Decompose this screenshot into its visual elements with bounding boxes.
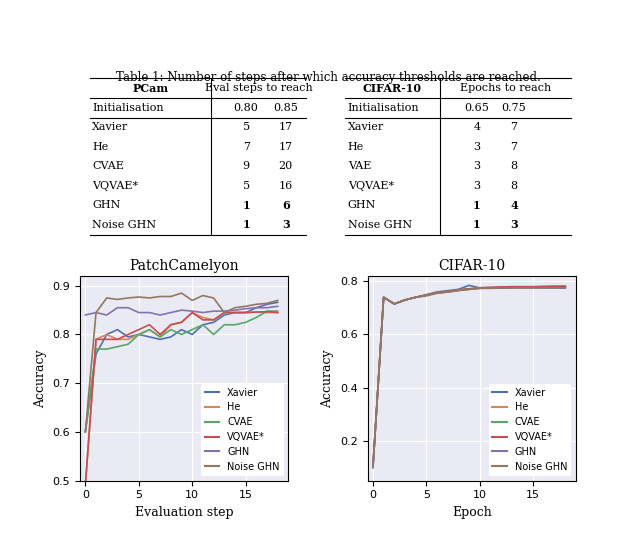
Text: 16: 16 — [278, 181, 293, 191]
Y-axis label: Accuracy: Accuracy — [34, 349, 47, 408]
Text: 4: 4 — [473, 122, 481, 132]
Text: 0.75: 0.75 — [502, 103, 526, 113]
Text: CVAE: CVAE — [92, 161, 124, 171]
Text: 17: 17 — [279, 142, 293, 152]
Text: Noise GHN: Noise GHN — [348, 220, 412, 230]
Text: 3: 3 — [282, 219, 290, 231]
Text: 5: 5 — [243, 122, 250, 132]
Title: PatchCamelyon: PatchCamelyon — [129, 260, 239, 273]
Text: 5: 5 — [243, 181, 250, 191]
Text: Noise GHN: Noise GHN — [92, 220, 157, 230]
Y-axis label: Accuracy: Accuracy — [321, 349, 335, 408]
Text: VQVAE*: VQVAE* — [92, 181, 138, 191]
Title: CIFAR-10: CIFAR-10 — [438, 260, 506, 273]
Text: 3: 3 — [510, 219, 518, 231]
Text: VQVAE*: VQVAE* — [348, 181, 394, 191]
Text: 6: 6 — [282, 200, 290, 211]
Text: 1: 1 — [473, 219, 481, 231]
Text: 1: 1 — [243, 200, 250, 211]
Text: 20: 20 — [278, 161, 293, 171]
Text: 1: 1 — [243, 219, 250, 231]
Text: Xavier: Xavier — [348, 122, 384, 132]
Text: 0.65: 0.65 — [465, 103, 489, 113]
Text: GHN: GHN — [348, 200, 376, 211]
Text: CIFAR-10: CIFAR-10 — [363, 83, 422, 94]
Text: Initialisation: Initialisation — [348, 103, 419, 113]
Text: 8: 8 — [511, 181, 518, 191]
X-axis label: Epoch: Epoch — [452, 506, 492, 519]
Text: PCam: PCam — [132, 83, 169, 94]
Text: Initialisation: Initialisation — [92, 103, 164, 113]
Text: 3: 3 — [473, 142, 481, 152]
Text: 7: 7 — [511, 122, 518, 132]
Text: Xavier: Xavier — [92, 122, 129, 132]
Legend: Xavier, He, CVAE, VQVAE*, GHN, Noise GHN: Xavier, He, CVAE, VQVAE*, GHN, Noise GHN — [488, 383, 571, 476]
Text: 17: 17 — [279, 122, 293, 132]
Text: He: He — [348, 142, 364, 152]
Text: Eval steps to reach: Eval steps to reach — [205, 83, 312, 93]
Text: Table 1: Number of steps after which accuracy thresholds are reached.: Table 1: Number of steps after which acc… — [116, 71, 540, 84]
Text: 8: 8 — [511, 161, 518, 171]
Text: 0.80: 0.80 — [234, 103, 259, 113]
Text: VAE: VAE — [348, 161, 371, 171]
Text: 7: 7 — [511, 142, 518, 152]
Text: 1: 1 — [473, 200, 481, 211]
Text: 3: 3 — [473, 181, 481, 191]
Text: 3: 3 — [473, 161, 481, 171]
X-axis label: Evaluation step: Evaluation step — [135, 506, 234, 519]
Text: 7: 7 — [243, 142, 250, 152]
Text: 4: 4 — [510, 200, 518, 211]
Text: Epochs to reach: Epochs to reach — [460, 83, 551, 93]
Legend: Xavier, He, CVAE, VQVAE*, GHN, Noise GHN: Xavier, He, CVAE, VQVAE*, GHN, Noise GHN — [201, 383, 284, 476]
Text: GHN: GHN — [92, 200, 121, 211]
Text: 9: 9 — [243, 161, 250, 171]
Text: He: He — [92, 142, 109, 152]
Text: 0.85: 0.85 — [273, 103, 298, 113]
